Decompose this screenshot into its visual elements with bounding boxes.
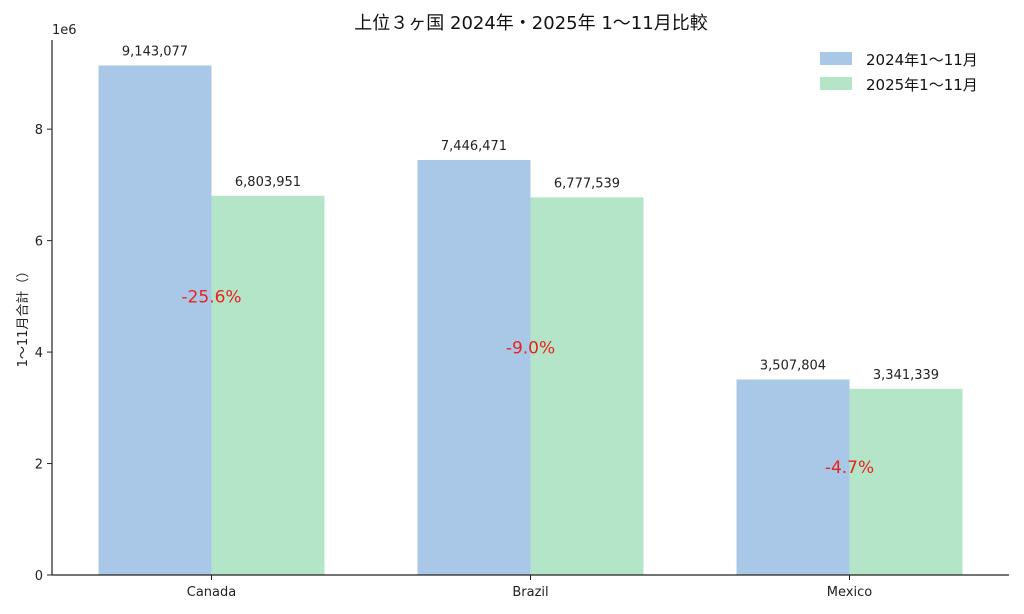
- legend-label-series-1: 2024年1〜11月: [866, 51, 978, 69]
- bars-group: [98, 65, 963, 576]
- value-label-mexico-series-2: 3,341,339: [873, 368, 939, 383]
- value-label-canada-series-2: 6,803,951: [235, 175, 301, 190]
- y-tick-label-4: 8: [35, 123, 43, 138]
- legend-swatch-series-1: [820, 52, 852, 65]
- chart-title: 上位３ヶ国 2024年・2025年 1〜11月比較: [354, 13, 707, 34]
- legend-label-series-2: 2025年1〜11月: [866, 76, 978, 94]
- legend-swatch-series-2: [820, 77, 852, 90]
- y-tick-label-3: 6: [35, 235, 43, 250]
- y-tick-label-2: 4: [35, 346, 43, 361]
- axes-group: Canada Brazil Mexico 0 2 4 6 8: [35, 40, 1009, 600]
- value-labels-group: 9,143,077 6,803,951 -25.6% 7,446,471 6,777,5…: [122, 44, 939, 477]
- x-tick-label-canada: Canada: [187, 585, 236, 600]
- bar-canada-series-2: [211, 195, 325, 576]
- change-label-canada: -25.6%: [181, 287, 241, 307]
- value-label-mexico-series-1: 3,507,804: [760, 359, 826, 374]
- bar-canada-series-1: [98, 65, 212, 576]
- value-label-brazil-series-1: 7,446,471: [441, 139, 507, 154]
- change-label-mexico: -4.7%: [825, 458, 874, 478]
- y-tick-label-0: 0: [35, 569, 43, 584]
- bar-brazil-series-1: [417, 160, 531, 575]
- change-label-brazil: -9.0%: [506, 339, 555, 359]
- y-tick-label-1: 2: [35, 458, 43, 473]
- x-tick-label-brazil: Brazil: [512, 585, 548, 600]
- bar-mexico-series-1: [736, 379, 850, 575]
- y-axis-label: 1〜11月合計（）: [15, 265, 31, 368]
- value-label-brazil-series-2: 6,777,539: [554, 176, 620, 191]
- value-label-canada-series-1: 9,143,077: [122, 44, 188, 59]
- x-tick-label-mexico: Mexico: [827, 585, 872, 600]
- bar-brazil-series-2: [530, 197, 644, 575]
- y-axis-offset-label: 1e6: [52, 23, 77, 38]
- bar-mexico-series-2: [849, 388, 963, 575]
- legend: 2024年1〜11月 2025年1〜11月: [820, 51, 978, 94]
